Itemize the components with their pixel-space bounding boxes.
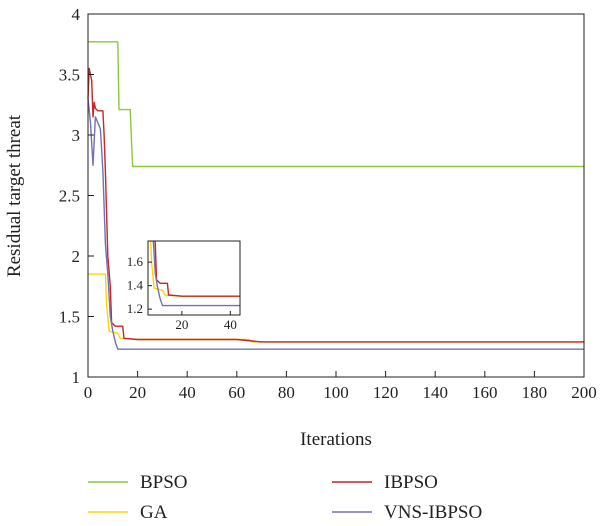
legend-item-ga: GA: [88, 502, 168, 523]
inset-chart: 20 40 1.2 1.4 1.6: [127, 7, 600, 332]
x-axis-label: Iterations: [300, 429, 372, 450]
x-tick-label: 80: [278, 383, 295, 402]
x-tick-label: 60: [228, 383, 245, 402]
y-tick-label: 4: [72, 5, 81, 24]
inset-line-bpso: [134, 7, 600, 128]
inset-x-tick-label: 40: [224, 317, 237, 332]
x-tick-label: 140: [422, 383, 448, 402]
series-line-bpso: [88, 41, 584, 168]
x-tick-label: 120: [373, 383, 399, 402]
x-tick-label: 180: [522, 383, 548, 402]
inset-y-tick-label: 1.6: [127, 254, 144, 269]
y-tick-label: 2.5: [59, 187, 80, 206]
inset-line-ibpso: [154, 241, 240, 297]
y-tick-label: 3.5: [59, 66, 80, 85]
legend-item-vns-ibpso: VNS-IBPSO: [332, 502, 482, 523]
series-line-ibpso: [87, 67, 584, 343]
inset-background: [148, 241, 240, 315]
plot-frame: [87, 13, 585, 378]
inset-line-ga: [150, 241, 240, 297]
legend-item-ibpso: IBPSO: [332, 472, 438, 493]
y-ticks: 1 1.5 2 2.5 3 3.5 4: [59, 5, 94, 387]
y-tick-label: 2: [72, 247, 81, 266]
inset-frame: [147, 240, 241, 316]
inset-y-tick-label: 1.4: [127, 278, 144, 293]
legend-item-bpso: BPSO: [88, 472, 188, 493]
x-tick-label: 160: [472, 383, 498, 402]
legend-label: GA: [140, 502, 168, 523]
x-tick-label: 40: [179, 383, 196, 402]
x-tick-label: 20: [129, 383, 146, 402]
inset-y-tick-label: 1.2: [127, 301, 143, 316]
series-line-vns-ibpso: [87, 98, 584, 350]
y-axis-label: Residual target threat: [4, 114, 25, 277]
y-tick-label: 1: [72, 368, 81, 387]
x-ticks: 0 20 40 60 80 100 120 140 160 180 200: [84, 371, 597, 402]
x-tick-label: 0: [84, 383, 93, 402]
legend: BPSO IBPSO GA VNS-IBPSO: [88, 472, 482, 523]
y-tick-label: 1.5: [59, 308, 80, 327]
legend-label: IBPSO: [384, 472, 438, 493]
legend-label: VNS-IBPSO: [384, 502, 482, 523]
x-tick-label: 100: [323, 383, 349, 402]
x-tick-label: 200: [571, 383, 597, 402]
main-lines: [87, 41, 584, 350]
legend-label: BPSO: [140, 472, 188, 493]
inset-x-tick-label: 20: [175, 317, 188, 332]
inset-line-vns-ibpso: [152, 241, 240, 307]
y-tick-label: 3: [72, 126, 81, 145]
